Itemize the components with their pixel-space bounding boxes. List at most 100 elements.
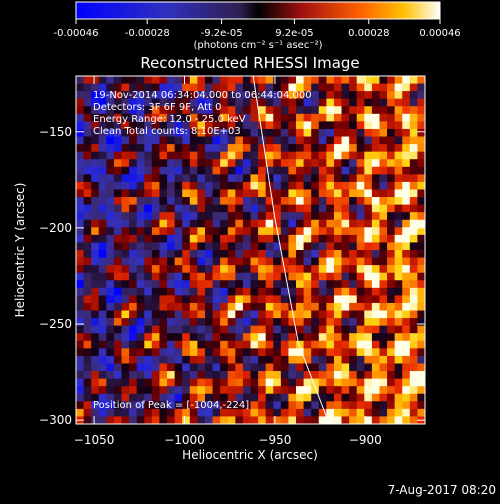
heatmap-cell (197, 408, 206, 417)
heatmap-cell (189, 227, 198, 236)
heatmap-cell (379, 378, 388, 387)
heatmap-cell (182, 212, 191, 221)
heatmap-cell (394, 393, 403, 402)
heatmap-cell (204, 355, 213, 364)
heatmap-cell (333, 280, 342, 289)
heatmap-cell (121, 128, 130, 137)
heatmap-cell (227, 333, 236, 342)
heatmap-cell (144, 151, 153, 160)
heatmap-cell (371, 219, 380, 228)
heatmap-cell (326, 227, 335, 236)
heatmap-cell (379, 113, 388, 122)
heatmap-cell (311, 325, 320, 334)
heatmap-cell (98, 76, 107, 84)
heatmap-cell (333, 106, 342, 115)
heatmap-cell (167, 340, 176, 349)
heatmap-cell (129, 287, 138, 296)
heatmap-cell (349, 416, 358, 424)
heatmap-cell (227, 76, 236, 84)
heatmap-cell (129, 212, 138, 221)
heatmap-cell (379, 204, 388, 213)
heatmap-cell (204, 174, 213, 183)
heatmap-cell (273, 234, 282, 243)
heatmap-cell (220, 242, 229, 251)
heatmap-cell (387, 401, 396, 410)
heatmap-cell (144, 302, 153, 311)
heatmap-cell (235, 151, 244, 160)
heatmap-cell (227, 136, 236, 145)
heatmap-cell (356, 234, 365, 243)
heatmap-cell (98, 242, 107, 251)
heatmap-cell (227, 325, 236, 334)
heatmap-cell (394, 302, 403, 311)
heatmap-cell (129, 219, 138, 228)
heatmap-cell (318, 98, 327, 107)
colorbar (75, 1, 441, 20)
heatmap-cell (341, 416, 350, 424)
annotation-detectors: Detectors: 3F 6F 9F, Att 0 (93, 102, 221, 113)
heatmap-cell (326, 219, 335, 228)
heatmap-cell (402, 257, 411, 266)
heatmap-cell (417, 287, 425, 296)
heatmap-cell (204, 416, 213, 424)
heatmap-cell (303, 151, 312, 160)
heatmap-cell (265, 363, 274, 372)
heatmap-cell (258, 378, 267, 387)
heatmap-cell (311, 113, 320, 122)
heatmap-cell (174, 302, 183, 311)
heatmap-cell (98, 355, 107, 364)
heatmap-cell (197, 98, 206, 107)
heatmap-cell (371, 355, 380, 364)
heatmap-cell (409, 106, 418, 115)
heatmap-cell (265, 371, 274, 380)
heatmap-cell (296, 181, 305, 190)
heatmap-cell (136, 227, 145, 236)
heatmap-cell (387, 272, 396, 281)
heatmap-cell (121, 166, 130, 175)
heatmap-cell (318, 83, 327, 92)
heatmap-cell (113, 401, 122, 410)
heatmap-cell (296, 408, 305, 417)
heatmap-cell (326, 83, 335, 92)
heatmap-cell (144, 378, 153, 387)
heatmap-cell (387, 121, 396, 130)
heatmap-cell (167, 265, 176, 274)
heatmap-cell (98, 219, 107, 228)
y-tick-label: −200 (39, 221, 72, 235)
heatmap-cell (250, 227, 259, 236)
heatmap-cell (280, 348, 289, 357)
heatmap-cell (76, 257, 84, 266)
heatmap-cell (311, 219, 320, 228)
heatmap-cell (341, 204, 350, 213)
heatmap-cell (280, 416, 289, 424)
heatmap-cell (394, 197, 403, 206)
heatmap-cell (98, 386, 107, 395)
heatmap-cell (83, 189, 92, 198)
heatmap-cell (167, 355, 176, 364)
heatmap-cell (106, 197, 115, 206)
heatmap-cell (113, 280, 122, 289)
heatmap-cell (167, 197, 176, 206)
heatmap-cell (197, 83, 206, 92)
heatmap-cell (197, 113, 206, 122)
heatmap-cell (288, 408, 297, 417)
heatmap-cell (387, 250, 396, 258)
heatmap-cell (204, 181, 213, 190)
heatmap-cell (159, 363, 168, 372)
heatmap-cell (333, 302, 342, 311)
heatmap-cell (174, 98, 183, 107)
heatmap-cell (296, 325, 305, 334)
heatmap-cell (242, 355, 251, 364)
heatmap-cell (402, 242, 411, 251)
heatmap-cell (273, 159, 282, 168)
heatmap-cell (182, 280, 191, 289)
heatmap-cell (273, 189, 282, 198)
heatmap-cell (417, 250, 425, 258)
heatmap-cell (83, 76, 92, 84)
heatmap-cell (220, 310, 229, 319)
heatmap-cell (326, 363, 335, 372)
heatmap-cell (76, 197, 84, 206)
heatmap-cell (394, 257, 403, 266)
heatmap-cell (258, 113, 267, 122)
heatmap-cell (258, 151, 267, 160)
